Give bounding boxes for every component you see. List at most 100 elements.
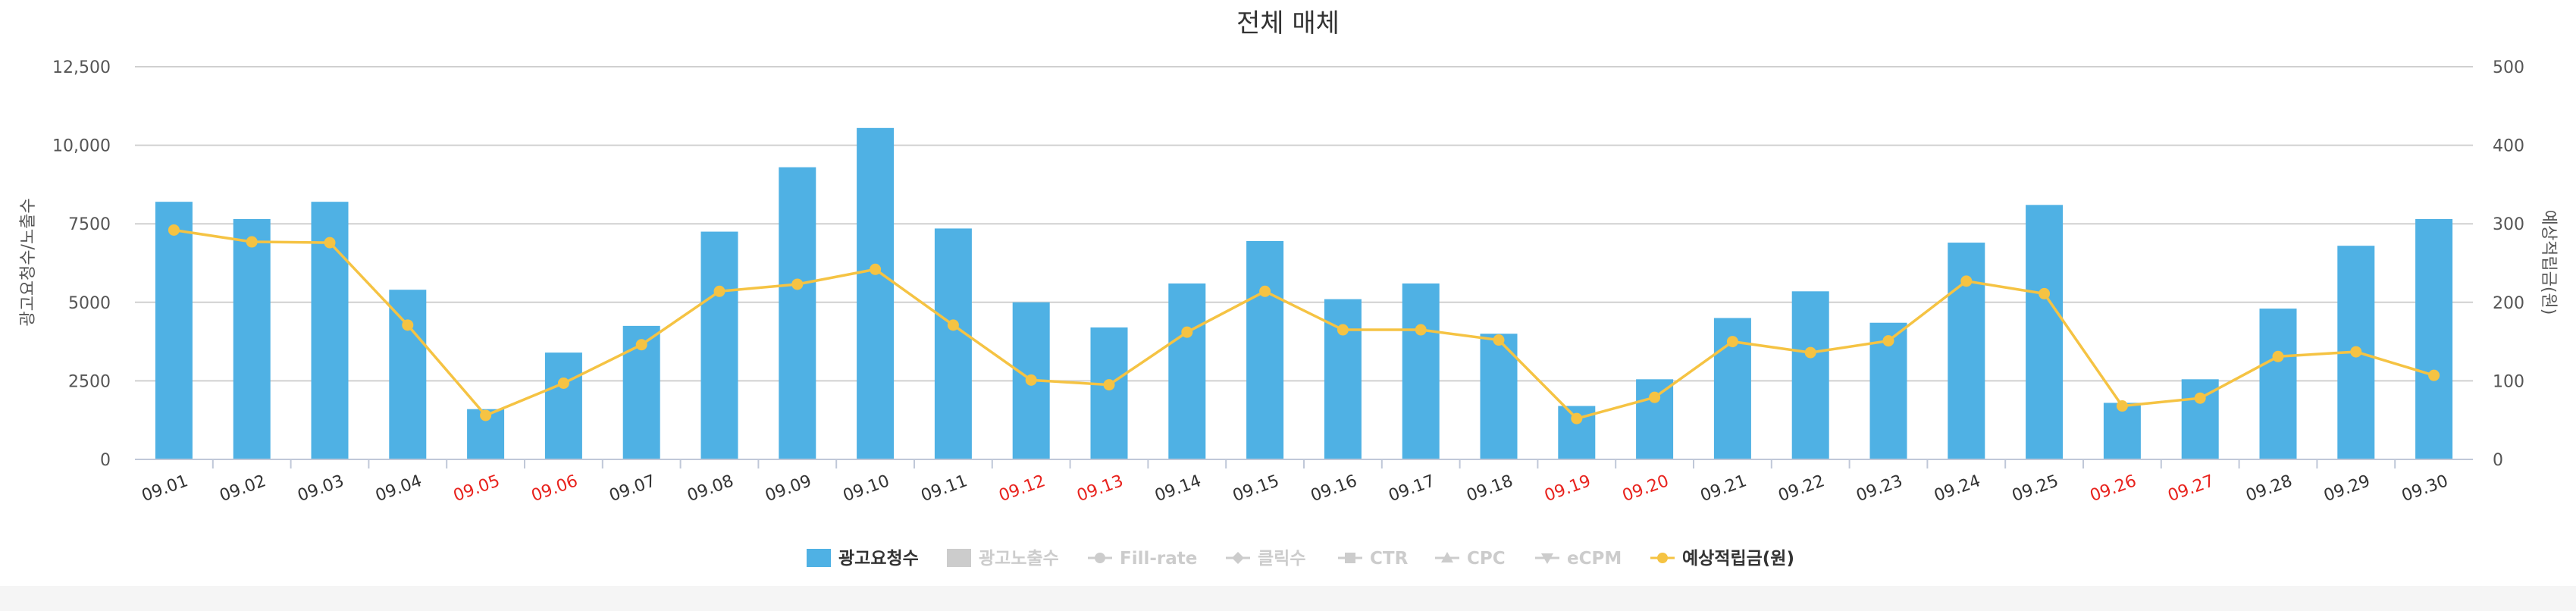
- bar: [1168, 283, 1206, 459]
- x-tick-label: 09.06: [529, 472, 581, 506]
- x-tick-label: 09.07: [607, 472, 659, 506]
- x-tick-label: 09.16: [1308, 472, 1360, 506]
- x-axis: 09.01 09.02 09.03 09.04 09.05 09.06 09.07 09.08…: [135, 459, 2473, 506]
- line-point: [1726, 336, 1738, 348]
- line-point: [1804, 346, 1816, 359]
- line-series: [168, 224, 2440, 425]
- bar: [1402, 283, 1440, 459]
- bar: [389, 290, 427, 459]
- line-point: [1025, 374, 1037, 386]
- bar: [544, 352, 582, 459]
- line-point: [402, 319, 414, 331]
- legend-item[interactable]: Fill-rate: [1088, 549, 1197, 569]
- y-left-tick-label: 10,000: [52, 137, 111, 156]
- bar: [1090, 327, 1128, 459]
- x-tick-label: 09.12: [997, 472, 1048, 506]
- line-point: [246, 236, 258, 248]
- line-point: [2116, 400, 2128, 412]
- line-point: [1181, 326, 1193, 338]
- line-path: [174, 228, 2435, 421]
- bar: [1480, 334, 1518, 459]
- x-tick-label: 09.19: [1542, 472, 1594, 506]
- legend-symbol: [1095, 553, 1105, 563]
- y-right-tick-label: 100: [2493, 372, 2524, 391]
- legend-label: CTR: [1370, 549, 1409, 569]
- x-tick-label: 09.28: [2243, 472, 2295, 506]
- line-point: [1259, 285, 1271, 297]
- legend-item[interactable]: 예상적립금(원): [1650, 549, 1794, 569]
- x-tick-label: 09.30: [2399, 472, 2451, 506]
- x-tick-label: 09.18: [1464, 472, 1515, 506]
- chart-title: 전체 매체: [1236, 8, 1340, 39]
- bar: [233, 218, 271, 459]
- line-point: [168, 224, 180, 236]
- legend-symbol: [1541, 553, 1553, 564]
- x-tick-label: 09.08: [685, 472, 736, 506]
- legend-item[interactable]: CTR: [1338, 549, 1409, 569]
- x-tick-label: 09.25: [2010, 472, 2061, 506]
- line-point: [2350, 346, 2362, 358]
- legend-symbol: [1441, 552, 1453, 562]
- x-tick-label: 09.24: [1932, 472, 1983, 506]
- line-point: [1415, 324, 1427, 336]
- line-point: [1493, 334, 1505, 346]
- y-right-tick-label: 0: [2493, 451, 2503, 470]
- y-right-tick-label: 300: [2493, 215, 2524, 234]
- y-right-tick-label: 500: [2493, 58, 2524, 77]
- line-point: [480, 409, 492, 421]
- x-tick-label: 09.20: [1620, 472, 1672, 506]
- legend-item[interactable]: 광고노출수: [947, 549, 1059, 569]
- bar: [1246, 240, 1284, 459]
- line-point: [324, 237, 336, 249]
- legend-label: 광고노출수: [979, 549, 1059, 569]
- x-tick-label: 09.21: [1698, 472, 1750, 506]
- bar: [700, 231, 738, 459]
- legend-item[interactable]: eCPM: [1535, 549, 1622, 569]
- x-tick-label: 09.04: [373, 472, 425, 506]
- y-right-tick-label: 200: [2493, 294, 2524, 313]
- legend-label: eCPM: [1567, 549, 1622, 569]
- x-tick-label: 09.13: [1074, 472, 1126, 506]
- line-point: [2272, 350, 2284, 362]
- line-point: [557, 378, 569, 390]
- line-point: [2039, 287, 2051, 299]
- x-tick-label: 09.09: [763, 472, 814, 506]
- legend-item[interactable]: 광고요청수: [807, 549, 919, 569]
- line-point: [2428, 369, 2440, 381]
- line-point: [713, 285, 725, 297]
- y-right-tick-label: 400: [2493, 137, 2524, 156]
- x-tick-label: 09.15: [1230, 472, 1282, 506]
- legend-symbol: [807, 549, 831, 567]
- bar: [857, 127, 895, 460]
- y-left-tick-label: 2500: [68, 372, 111, 391]
- x-tick-label: 09.11: [919, 472, 970, 506]
- x-tick-label: 09.29: [2321, 472, 2373, 506]
- legend-item[interactable]: CPC: [1435, 549, 1506, 569]
- legend-symbol: [1345, 553, 1355, 563]
- x-tick-label: 09.27: [2166, 472, 2217, 506]
- x-tick-label: 09.14: [1152, 472, 1204, 506]
- legend-item[interactable]: 클릭수: [1226, 549, 1305, 569]
- bar: [934, 228, 972, 459]
- y-left-tick-label: 0: [100, 451, 111, 470]
- y-left-tick-label: 12,500: [52, 58, 111, 77]
- legend-label: Fill-rate: [1120, 549, 1197, 569]
- bar: [2103, 403, 2141, 459]
- line-point: [1882, 335, 1894, 347]
- y-axis-left: 0 2500 5000 7500 10,000 12,500: [52, 58, 111, 470]
- x-tick-label: 09.23: [1854, 472, 1905, 506]
- x-tick-label: 09.05: [451, 472, 503, 506]
- chart-panel: 전체 매체 0 2500 5000 7500 10,000 12,500 0 100 200 3…: [19, 8, 2558, 569]
- bar-series: [155, 127, 2453, 460]
- bar: [155, 202, 193, 459]
- bar: [1791, 291, 1829, 459]
- bar: [2259, 309, 2297, 459]
- line-point: [870, 263, 882, 275]
- y-left-tick-label: 5000: [68, 294, 111, 313]
- legend-label: 광고요청수: [838, 549, 919, 569]
- legend-label: 예상적립금(원): [1682, 549, 1794, 569]
- y-axis-right-title: 예상적립금(원): [2539, 210, 2558, 315]
- line-point: [1960, 275, 1973, 287]
- y-axis-right: 0 100 200 300 400 500: [2493, 58, 2524, 470]
- line-point: [1337, 324, 1349, 336]
